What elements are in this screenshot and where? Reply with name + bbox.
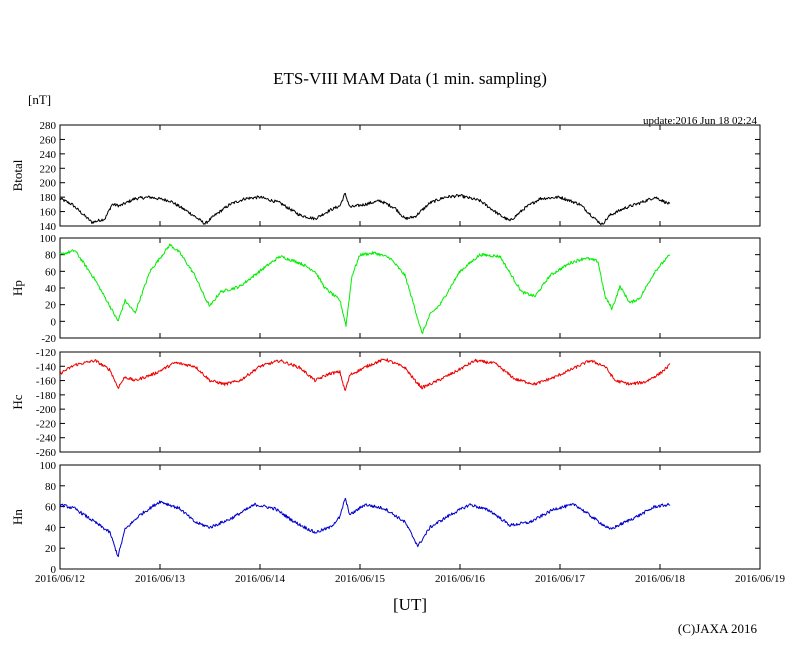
unit-label: [nT] — [28, 92, 51, 107]
y-tick-label: 200 — [40, 178, 57, 190]
y-axis-label: Hp — [10, 280, 25, 296]
y-tick-label: 80 — [45, 481, 57, 493]
y-tick-label: -240 — [36, 433, 57, 445]
y-tick-label: 20 — [45, 543, 57, 555]
series-line-hc — [59, 358, 671, 391]
y-tick-label: 40 — [45, 522, 57, 534]
panel-hn: 0 20 40 60 80 100 Hn — [10, 460, 761, 576]
x-axis: 2016/06/12 2016/06/13 2016/06/14 2016/06/15… — [35, 573, 786, 585]
x-tick-label: 2016/06/18 — [635, 573, 686, 585]
y-tick-label: -180 — [36, 390, 57, 402]
x-tick-label: 2016/06/16 — [435, 573, 486, 585]
x-tick-label: 2016/06/12 — [35, 573, 85, 585]
y-tick-label: 20 — [45, 300, 57, 312]
panel-btotal: 140 160 180 200 220 240 260 280 Btotal — [10, 120, 761, 233]
panel-frame — [59, 464, 761, 570]
panel-frame — [59, 124, 761, 227]
panel-frame — [59, 237, 761, 339]
y-tick-label: -120 — [36, 347, 57, 359]
y-tick-label: 180 — [40, 192, 57, 204]
y-axis-label: Hn — [10, 509, 25, 525]
x-tick-label: 2016/06/17 — [535, 573, 586, 585]
x-tick-label: 2016/06/15 — [335, 573, 386, 585]
y-axis-label: Hc — [10, 394, 25, 409]
update-label: update:2016 Jun 18 02:24 — [643, 115, 757, 127]
y-tick-label: 160 — [40, 207, 57, 219]
chart-title: ETS-VIII MAM Data (1 min. sampling) — [273, 69, 547, 88]
x-tick-label: 2016/06/19 — [735, 573, 786, 585]
x-axis-label: [UT] — [393, 595, 427, 614]
series-line-hp — [59, 243, 671, 335]
y-tick-label: -160 — [36, 376, 57, 388]
y-tick-label: 100 — [40, 460, 57, 472]
panels: 140160180200220240260280Btotal-200204060… — [10, 120, 761, 576]
series-line-btotal — [59, 192, 671, 226]
y-tick-label: -140 — [36, 361, 57, 373]
y-tick-label: 280 — [40, 120, 57, 132]
series-line-hn — [59, 497, 671, 558]
x-tick-label: 2016/06/13 — [135, 573, 186, 585]
y-tick-label: 60 — [45, 266, 57, 278]
y-tick-label: 260 — [40, 134, 57, 146]
y-axis-label: Btotal — [10, 159, 25, 191]
y-tick-label: 140 — [40, 221, 57, 233]
y-tick-label: 80 — [45, 250, 57, 262]
panel-frame — [59, 351, 761, 453]
y-tick-label: -200 — [36, 404, 57, 416]
y-tick-label: -220 — [36, 418, 57, 430]
y-tick-label: 240 — [40, 149, 57, 161]
panel-hp: -20 0 20 40 60 80 100 Hp — [10, 233, 761, 345]
y-tick-label: 60 — [45, 502, 57, 514]
y-tick-label: 0 — [51, 316, 57, 328]
y-tick-label: 0 — [51, 564, 57, 576]
copyright: (C)JAXA 2016 — [678, 621, 758, 636]
y-tick-label: -260 — [36, 447, 57, 459]
y-tick-label: 220 — [40, 163, 57, 175]
x-tick-label: 2016/06/14 — [235, 573, 286, 585]
y-tick-label: -20 — [41, 333, 56, 345]
panel-hc: -260 -240 -220 -200 -180 -160 -140 -120 Hc — [10, 347, 761, 459]
y-tick-label: 100 — [40, 233, 57, 245]
y-tick-label: 40 — [45, 283, 57, 295]
